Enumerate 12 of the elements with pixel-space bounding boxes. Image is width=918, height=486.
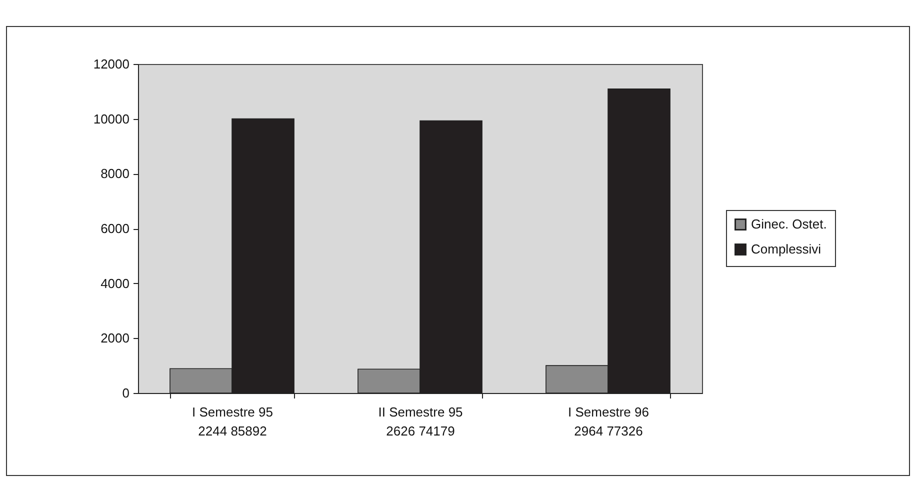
y-tick-label: 2000 (100, 330, 130, 346)
x-tick-label: I Semestre 95 2244 85892 (192, 404, 273, 438)
y-tick-label: 12000 (93, 56, 130, 72)
y-tick-label: 6000 (100, 221, 130, 236)
y-tick-label: 4000 (100, 276, 130, 291)
y-tick-label: 8000 (100, 166, 130, 182)
x-tick-label: I Semestre 96 2964 77326 (568, 404, 649, 438)
x-tick-label: II Semestre 95 2626 74179 (378, 404, 463, 438)
legend-label: Ginec. Ostet. (751, 216, 827, 232)
legend-label: Complessivi (751, 242, 822, 256)
y-tick-label: 10000 (93, 111, 130, 126)
y-tick-label: 0 (122, 386, 130, 400)
